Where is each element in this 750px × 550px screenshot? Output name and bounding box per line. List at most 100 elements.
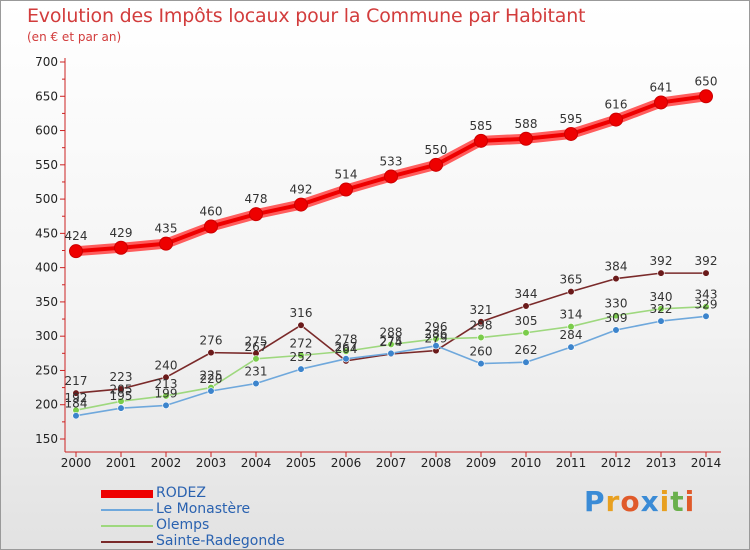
data-point (612, 275, 620, 283)
data-label: 220 (200, 372, 223, 386)
data-point (612, 326, 620, 334)
legend-label: Sainte-Radegonde (156, 533, 285, 549)
data-point (162, 401, 170, 410)
data-label: 296 (425, 320, 448, 334)
data-point (474, 133, 488, 148)
x-tick-label: 2008 (421, 456, 452, 470)
data-point (429, 157, 443, 172)
logo-letter: i (659, 485, 671, 518)
data-label: 424 (65, 229, 88, 243)
data-label: 279 (425, 332, 448, 346)
data-label: 267 (335, 340, 358, 354)
y-tick-label: 650 (35, 89, 58, 103)
data-label: 344 (515, 287, 538, 301)
data-point (117, 404, 125, 412)
y-tick-label: 200 (35, 398, 58, 412)
data-label: 272 (290, 336, 313, 350)
data-label: 260 (470, 345, 493, 359)
x-tick-label: 2004 (241, 456, 272, 470)
data-point (252, 379, 260, 388)
data-point (564, 126, 578, 141)
x-tick-label: 2001 (106, 456, 137, 470)
data-point (387, 349, 395, 357)
data-label: 288 (380, 325, 403, 339)
data-label: 205 (110, 382, 133, 396)
data-label: 478 (245, 192, 268, 206)
data-label: 585 (470, 119, 493, 133)
data-label: 252 (290, 350, 313, 364)
data-label: 298 (470, 319, 493, 333)
data-point (162, 392, 170, 400)
data-point (72, 412, 80, 420)
data-label: 274 (380, 335, 403, 349)
x-tick-label: 2005 (286, 456, 317, 470)
data-label: 278 (335, 332, 358, 346)
y-tick-label: 550 (35, 158, 58, 172)
data-label: 322 (650, 302, 673, 316)
data-point (522, 302, 530, 310)
proxiti-logo: Proxiti (584, 485, 695, 518)
x-tick-label: 2006 (331, 456, 362, 470)
x-tick-label: 2000 (61, 456, 92, 470)
logo-letter: t (670, 485, 685, 518)
data-label: 192 (65, 391, 88, 405)
y-tick-label: 500 (35, 192, 58, 206)
data-label: 460 (200, 205, 223, 219)
data-label: 595 (560, 112, 583, 126)
data-point (384, 169, 398, 184)
data-label: 616 (605, 98, 628, 112)
data-label: 514 (335, 167, 358, 181)
data-label: 309 (605, 311, 628, 325)
data-point (207, 349, 215, 357)
data-point (567, 343, 575, 351)
data-point (702, 269, 710, 277)
data-label: 284 (560, 328, 583, 342)
data-label: 329 (695, 297, 718, 311)
logo-letter: x (640, 485, 660, 518)
data-point (612, 312, 620, 320)
data-point (567, 288, 575, 296)
data-point (432, 342, 440, 350)
x-tick-label: 2003 (196, 456, 227, 470)
data-point (207, 387, 215, 395)
data-label: 275 (245, 334, 268, 348)
data-label: 275 (380, 334, 403, 348)
data-point (72, 389, 80, 397)
data-label: 392 (695, 254, 718, 268)
y-tick-label: 400 (35, 261, 58, 275)
data-point (387, 340, 395, 349)
data-label: 223 (110, 370, 133, 384)
legend-label: Le Monastère (156, 501, 251, 517)
data-label: 184 (65, 397, 88, 411)
legend-swatch (101, 525, 153, 527)
data-label: 384 (605, 260, 628, 274)
data-point (159, 236, 173, 251)
y-tick-label: 150 (35, 432, 58, 446)
data-point (252, 355, 260, 363)
data-label: 225 (200, 369, 223, 383)
data-label: 435 (155, 222, 178, 236)
x-tick-label: 2002 (151, 456, 182, 470)
data-label: 429 (110, 226, 133, 240)
data-label: 641 (650, 80, 673, 94)
data-label: 213 (155, 377, 178, 391)
data-point (657, 305, 665, 313)
data-label: 262 (515, 343, 538, 357)
legend-swatch (101, 509, 153, 511)
legend-swatch (101, 541, 153, 543)
data-point (297, 351, 305, 359)
data-point (204, 219, 218, 234)
data-point (114, 240, 128, 255)
x-tick-label: 2012 (601, 456, 632, 470)
data-label: 267 (245, 340, 268, 354)
data-label: 264 (335, 342, 358, 356)
data-label: 392 (650, 254, 673, 268)
y-tick-label: 700 (35, 55, 58, 69)
data-label: 240 (155, 358, 178, 372)
data-label: 286 (425, 327, 448, 341)
x-tick-label: 2011 (556, 456, 587, 470)
data-point (69, 244, 83, 259)
